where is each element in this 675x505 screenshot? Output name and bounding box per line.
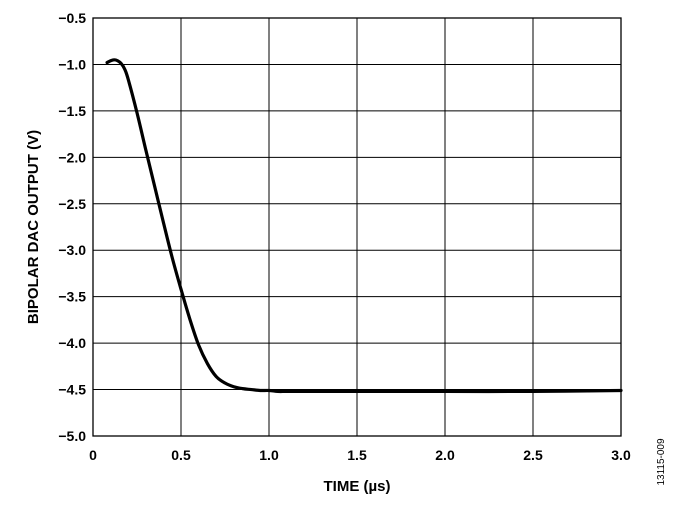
y-tick-label: −3.5	[58, 289, 86, 305]
series-layer	[105, 58, 623, 394]
x-tick-label: 3.0	[611, 447, 631, 463]
x-tick-label: 0.5	[171, 447, 191, 463]
y-tick-label: −4.5	[58, 382, 86, 398]
y-tick-label: −4.0	[58, 335, 86, 351]
x-tick-label: 2.5	[523, 447, 543, 463]
plot-area-frame	[92, 17, 622, 437]
y-tick-label: −0.5	[58, 10, 86, 26]
y-tick-label: −2.0	[58, 149, 86, 165]
tick-labels: 0 0.5 1.0 1.5 2.0 2.5 3.0 −0.5 −1.0 −1.5 −2.0 −2.5 −…	[58, 10, 631, 463]
y-tick-label: −2.5	[58, 196, 86, 212]
y-tick-label: −1.5	[58, 103, 86, 119]
x-tick-label: 1.5	[347, 447, 367, 463]
grid	[93, 18, 621, 436]
x-axis-title: TIME (µs)	[324, 478, 391, 495]
y-axis-title: BIPOLAR DAC OUTPUT (V)	[25, 130, 42, 324]
x-tick-label: 0	[89, 447, 97, 463]
y-tick-label: −1.0	[58, 56, 86, 72]
y-tick-label: −3.0	[58, 242, 86, 258]
x-tick-label: 2.0	[435, 447, 455, 463]
x-tick-label: 1.0	[259, 447, 279, 463]
figure-id: 13115-009	[656, 438, 667, 486]
series-line	[105, 58, 623, 394]
y-tick-label: −5.0	[58, 428, 86, 444]
